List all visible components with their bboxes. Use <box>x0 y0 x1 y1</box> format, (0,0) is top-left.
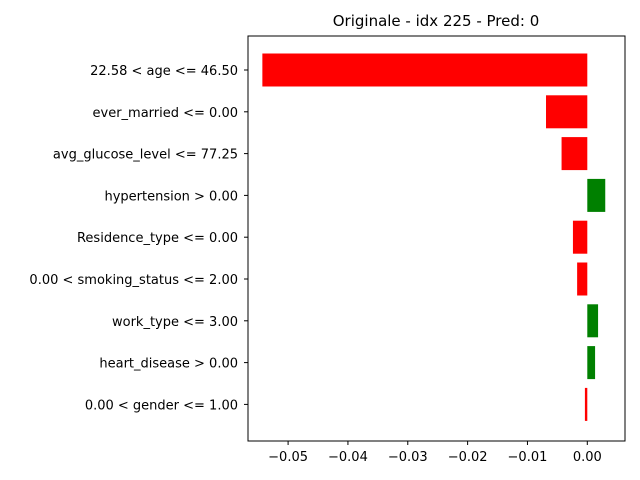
bar <box>572 220 588 254</box>
y-tick-label: hypertension > 0.00 <box>104 189 238 204</box>
y-tick-label: Residence_type <= 0.00 <box>77 231 238 246</box>
x-tick-label: −0.01 <box>508 450 548 465</box>
x-tick-label: 0.00 <box>573 450 602 465</box>
y-axis-ticks: 22.58 < age <= 46.50 ever_married <= 0.00… <box>29 64 248 413</box>
bars-group <box>262 53 606 421</box>
chart-title: Originale - idx 225 - Pred: 0 <box>333 12 540 30</box>
plot-frame <box>247 35 626 442</box>
bar <box>587 304 599 338</box>
bar <box>546 95 588 129</box>
y-tick-label: avg_glucose_level <= 77.25 <box>53 148 238 163</box>
y-tick-label: work_type <= 3.00 <box>112 315 238 330</box>
bar <box>561 137 588 171</box>
x-tick-label: −0.02 <box>448 450 488 465</box>
y-tick-label: 0.00 < gender <= 1.00 <box>85 398 238 413</box>
x-tick-label: −0.04 <box>328 450 368 465</box>
y-tick-label: heart_disease > 0.00 <box>99 357 238 372</box>
y-tick-label: ever_married <= 0.00 <box>93 106 238 121</box>
bar <box>577 262 588 296</box>
bar <box>262 53 588 87</box>
bar <box>584 387 588 421</box>
x-axis-ticks: −0.05 −0.04 −0.03 −0.02 −0.01 0.00 <box>268 441 602 465</box>
bar <box>587 178 606 212</box>
x-tick-label: −0.05 <box>268 450 308 465</box>
y-tick-label: 22.58 < age <= 46.50 <box>90 64 238 79</box>
y-tick-label: 0.00 < smoking_status <= 2.00 <box>29 273 238 288</box>
x-tick-label: −0.03 <box>388 450 428 465</box>
bar <box>587 346 596 380</box>
